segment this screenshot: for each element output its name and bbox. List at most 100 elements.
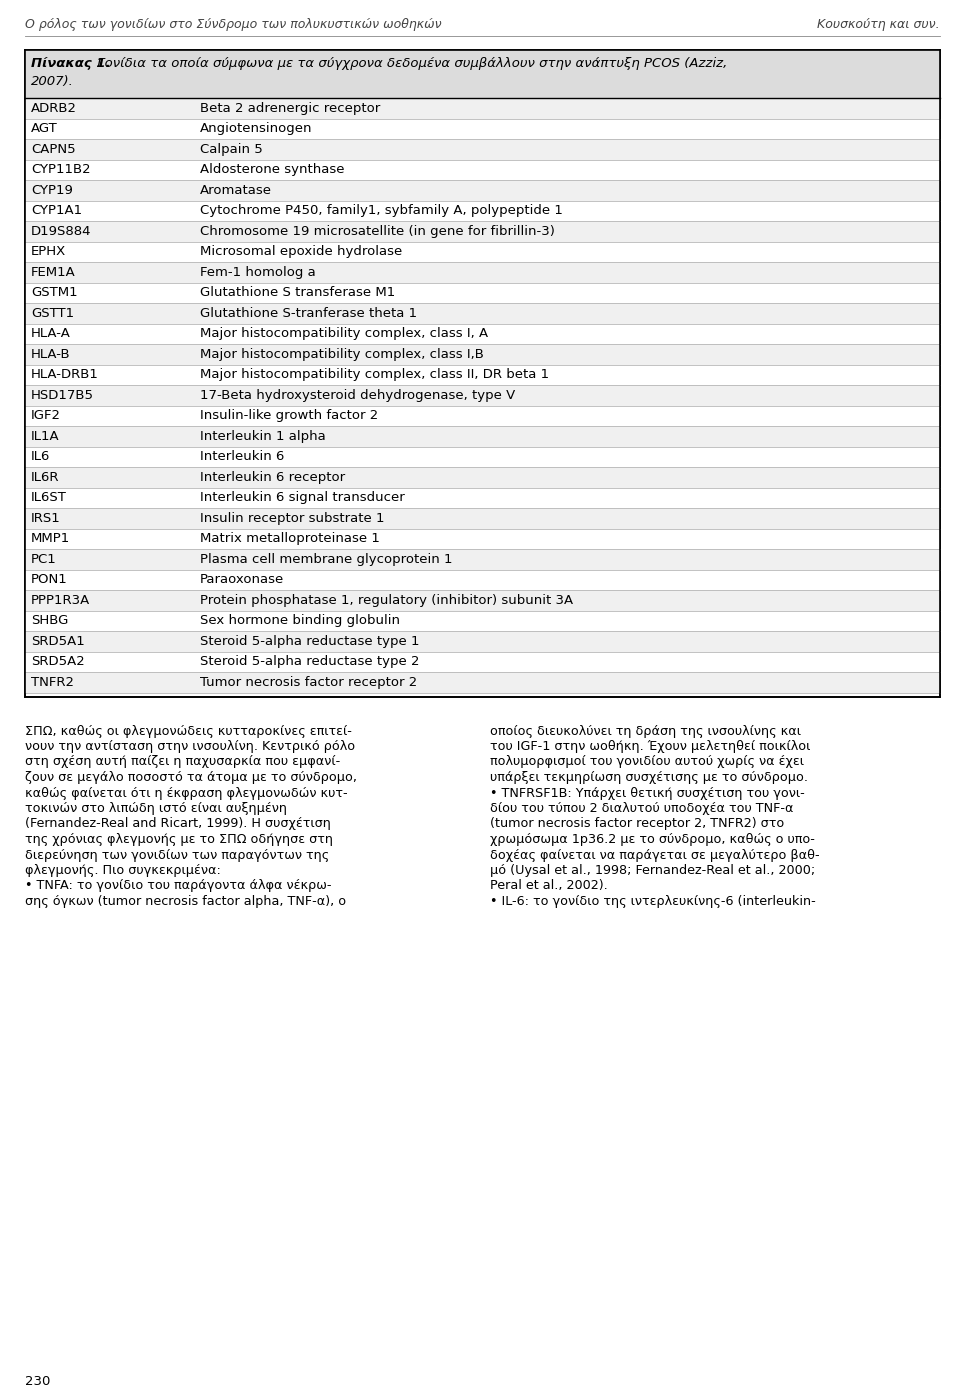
Bar (25, 488, 940, 507)
Text: Interleukin 6 signal transducer: Interleukin 6 signal transducer (200, 491, 405, 505)
Text: FEM1A: FEM1A (31, 266, 76, 279)
Text: SRD5A1: SRD5A1 (31, 634, 84, 648)
Text: Fem-1 homolog a: Fem-1 homolog a (200, 266, 316, 279)
Bar (25, 180, 940, 201)
Bar (25, 302, 940, 323)
Text: ADRB2: ADRB2 (31, 102, 77, 114)
Text: Γονίδια τα οποία σύμφωνα με τα σύγχρονα δεδομένα συμβάλλουν στην ανάπτυξη PCOS (: Γονίδια τα οποία σύμφωνα με τα σύγχρονα … (93, 57, 728, 70)
Text: Protein phosphatase 1, regulatory (inhibitor) subunit 3A: Protein phosphatase 1, regulatory (inhib… (200, 594, 573, 606)
Text: Beta 2 adrenergic receptor: Beta 2 adrenergic receptor (200, 102, 380, 114)
Text: Aldosterone synthase: Aldosterone synthase (200, 163, 345, 176)
Text: Plasma cell membrane glycoprotein 1: Plasma cell membrane glycoprotein 1 (200, 553, 452, 566)
Text: EPHX: EPHX (31, 245, 66, 258)
Text: IL6ST: IL6ST (31, 491, 67, 505)
Bar (25, 364, 940, 385)
Text: Aromatase: Aromatase (200, 184, 272, 197)
Text: IRS1: IRS1 (31, 512, 60, 524)
Text: Πίνακας 1.: Πίνακας 1. (31, 57, 110, 70)
Text: • IL-6: το γονίδιο της ιντερλευκίνης-6 (interleukin-: • IL-6: το γονίδιο της ιντερλευκίνης-6 (… (490, 895, 816, 907)
Bar (25, 549, 940, 570)
Text: Angiotensinogen: Angiotensinogen (200, 123, 313, 135)
Text: Calpain 5: Calpain 5 (200, 142, 263, 156)
Text: πολυμορφισμοί του γονιδίου αυτού χωρίς να έχει: πολυμορφισμοί του γονιδίου αυτού χωρίς ν… (490, 756, 804, 768)
Text: IGF2: IGF2 (31, 410, 61, 422)
Text: διερεύνηση των γονιδίων των παραγόντων της: διερεύνηση των γονιδίων των παραγόντων τ… (25, 849, 329, 861)
Bar (25, 467, 940, 488)
Text: SHBG: SHBG (31, 615, 68, 627)
Text: Glutathione S-tranferase theta 1: Glutathione S-tranferase theta 1 (200, 307, 418, 319)
Bar (25, 159, 940, 180)
Text: Cytochrome P450, family1, sybfamily A, polypeptide 1: Cytochrome P450, family1, sybfamily A, p… (200, 205, 563, 217)
Text: PPP1R3A: PPP1R3A (31, 594, 90, 606)
Text: Interleukin 6 receptor: Interleukin 6 receptor (200, 471, 346, 484)
Text: HLA-B: HLA-B (31, 347, 71, 361)
Text: D19S884: D19S884 (31, 224, 91, 238)
Text: Microsomal epoxide hydrolase: Microsomal epoxide hydrolase (200, 245, 402, 258)
Bar (25, 611, 940, 631)
Text: δοχέας φαίνεται να παράγεται σε μεγαλύτερο βαθ-: δοχέας φαίνεται να παράγεται σε μεγαλύτε… (490, 849, 820, 861)
Text: CYP19: CYP19 (31, 184, 73, 197)
Bar (25, 241, 940, 262)
Text: ΣΠΩ, καθώς οι φλεγμονώδεις κυτταροκίνες επιτεί-: ΣΠΩ, καθώς οι φλεγμονώδεις κυτταροκίνες … (25, 725, 352, 737)
Text: HLA-DRB1: HLA-DRB1 (31, 368, 99, 381)
Text: Glutathione S transferase M1: Glutathione S transferase M1 (200, 286, 396, 300)
Text: IL6: IL6 (31, 450, 50, 463)
Text: Sex hormone binding globulin: Sex hormone binding globulin (200, 615, 400, 627)
Text: CYP11B2: CYP11B2 (31, 163, 90, 176)
Text: HSD17B5: HSD17B5 (31, 389, 94, 401)
Text: AGT: AGT (31, 123, 58, 135)
Text: Chromosome 19 microsatellite (in gene for fibrillin-3): Chromosome 19 microsatellite (in gene fo… (200, 224, 555, 238)
Text: (tumor necrosis factor receptor 2, TNFR2) στο: (tumor necrosis factor receptor 2, TNFR2… (490, 817, 784, 831)
Text: 230: 230 (25, 1374, 50, 1388)
Text: Steroid 5-alpha reductase type 2: Steroid 5-alpha reductase type 2 (200, 655, 420, 668)
Text: Major histocompatibility complex, class I,B: Major histocompatibility complex, class … (200, 347, 484, 361)
Text: SRD5A2: SRD5A2 (31, 655, 84, 668)
Bar (25, 385, 940, 406)
Text: Interleukin 6: Interleukin 6 (200, 450, 284, 463)
Text: 17-Beta hydroxysteroid dehydrogenase, type V: 17-Beta hydroxysteroid dehydrogenase, ty… (200, 389, 516, 401)
Text: Major histocompatibility complex, class I, A: Major histocompatibility complex, class … (200, 328, 488, 340)
Text: • TNFRSF1B: Υπάρχει θετική συσχέτιση του γονι-: • TNFRSF1B: Υπάρχει θετική συσχέτιση του… (490, 786, 804, 800)
Text: Peral et al., 2002).: Peral et al., 2002). (490, 880, 608, 892)
Text: χρωμόσωμα 1p36.2 με το σύνδρομο, καθώς ο υπο-: χρωμόσωμα 1p36.2 με το σύνδρομο, καθώς ο… (490, 834, 815, 846)
Text: Steroid 5-alpha reductase type 1: Steroid 5-alpha reductase type 1 (200, 634, 420, 648)
Bar (25, 201, 940, 222)
Text: του IGF-1 στην ωοθήκη. Έχουν μελετηθεί ποικίλοι: του IGF-1 στην ωοθήκη. Έχουν μελετηθεί π… (490, 740, 810, 753)
Text: ζουν σε μεγάλο ποσοστό τα άτομα με το σύνδρομο,: ζουν σε μεγάλο ποσοστό τα άτομα με το σύ… (25, 771, 357, 783)
Text: καθώς φαίνεται ότι η έκφραση φλεγμονωδών κυτ-: καθώς φαίνεται ότι η έκφραση φλεγμονωδών… (25, 786, 348, 800)
Text: PON1: PON1 (31, 573, 68, 587)
Text: CYP1A1: CYP1A1 (31, 205, 83, 217)
Text: Ο ρόλος των γονιδίων στο Σύνδρομο των πολυκυστικών ωοθηκών: Ο ρόλος των γονιδίων στο Σύνδρομο των πο… (25, 18, 442, 31)
Text: Insulin receptor substrate 1: Insulin receptor substrate 1 (200, 512, 385, 524)
Bar (25, 50, 940, 697)
Text: CAPN5: CAPN5 (31, 142, 76, 156)
Bar (25, 672, 940, 693)
Text: Paraoxonase: Paraoxonase (200, 573, 284, 587)
Text: PC1: PC1 (31, 553, 57, 566)
Text: IL6R: IL6R (31, 471, 60, 484)
Bar (25, 590, 940, 611)
Bar (25, 406, 940, 427)
Text: • TNFA: το γονίδιο του παράγοντα άλφα νέκρω-: • TNFA: το γονίδιο του παράγοντα άλφα νέ… (25, 880, 331, 892)
Text: 2007).: 2007). (31, 75, 74, 88)
Bar (25, 570, 940, 590)
Text: τοκινών στο λιπώδη ιστό είναι αυξημένη: τοκινών στο λιπώδη ιστό είναι αυξημένη (25, 802, 287, 815)
Text: Major histocompatibility complex, class II, DR beta 1: Major histocompatibility complex, class … (200, 368, 549, 381)
Text: IL1A: IL1A (31, 429, 60, 443)
Text: μό (Uysal et al., 1998; Fernandez-Real et al., 2000;: μό (Uysal et al., 1998; Fernandez-Real e… (490, 864, 815, 877)
Bar (25, 50, 940, 98)
Bar (25, 222, 940, 241)
Text: (Fernandez-Real and Ricart, 1999). Η συσχέτιση: (Fernandez-Real and Ricart, 1999). Η συσ… (25, 817, 331, 831)
Text: νουν την αντίσταση στην ινσουλίνη. Κεντρικό ρόλο: νουν την αντίσταση στην ινσουλίνη. Κεντρ… (25, 740, 355, 753)
Text: Tumor necrosis factor receptor 2: Tumor necrosis factor receptor 2 (200, 676, 418, 689)
Text: υπάρξει τεκμηρίωση συσχέτισης με το σύνδρομο.: υπάρξει τεκμηρίωση συσχέτισης με το σύνδ… (490, 771, 808, 783)
Text: Insulin-like growth factor 2: Insulin-like growth factor 2 (200, 410, 378, 422)
Text: στη σχέση αυτή παίζει η παχυσαρκία που εμφανί-: στη σχέση αυτή παίζει η παχυσαρκία που ε… (25, 756, 340, 768)
Bar (25, 446, 940, 467)
Bar (25, 651, 940, 672)
Bar (25, 631, 940, 651)
Text: GSTT1: GSTT1 (31, 307, 74, 319)
Bar (25, 323, 940, 344)
Bar (25, 344, 940, 364)
Text: Interleukin 1 alpha: Interleukin 1 alpha (200, 429, 325, 443)
